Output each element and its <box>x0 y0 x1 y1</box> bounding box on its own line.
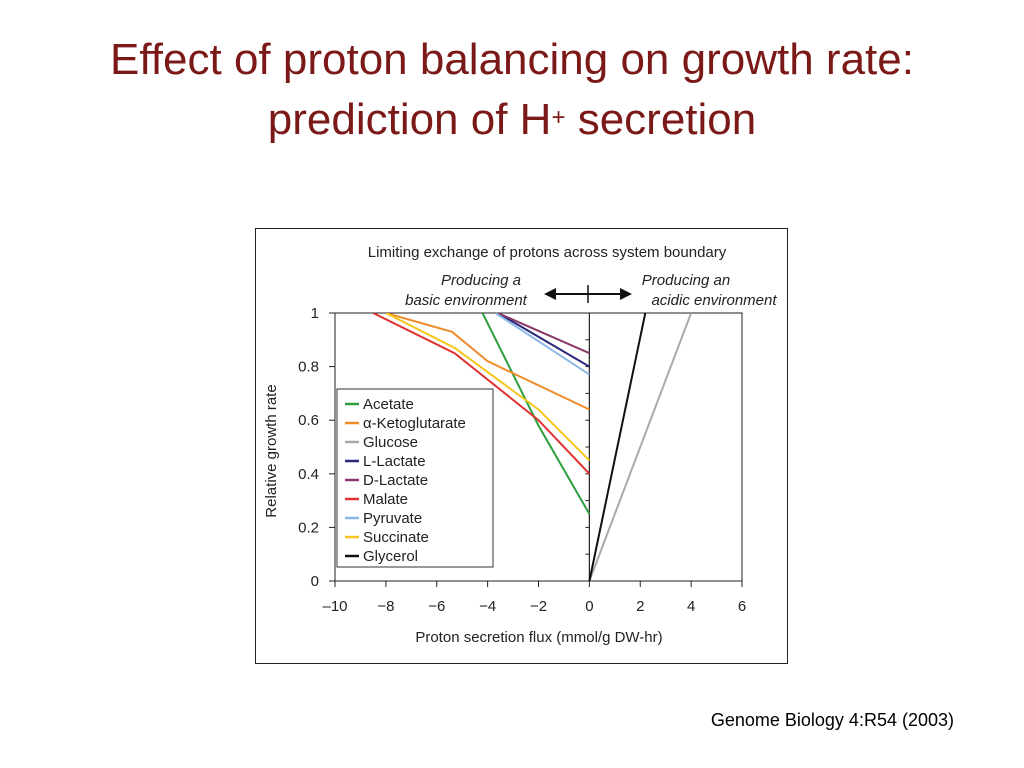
slide-title-superscript: + <box>551 104 566 131</box>
legend-label-pyruvate: Pyruvate <box>363 510 422 527</box>
chart-svg: Limiting exchange of protons across syst… <box>263 244 777 646</box>
x-tick-label: −6 <box>428 598 445 615</box>
legend-label-glycerol: Glycerol <box>363 548 418 565</box>
y-tick-label: 0.6 <box>298 412 319 429</box>
legend-label-l-lactate: L-Lactate <box>363 453 426 470</box>
slide-title-tail: secretion <box>565 95 757 144</box>
series-line-pyruvate <box>494 313 590 376</box>
annotation-left-line2: basic environment <box>405 292 528 309</box>
series-line-glucose <box>588 313 693 581</box>
annotation-right-line2: acidic environment <box>651 292 777 309</box>
x-tick-label: −4 <box>479 598 496 615</box>
y-tick-label: 0.4 <box>298 466 319 483</box>
y-tick-label: 0 <box>311 573 319 590</box>
series-line-d-lactate <box>497 313 590 355</box>
chart-title: Limiting exchange of protons across syst… <box>368 244 727 261</box>
slide-title-main: Effect of proton balancing on growth rat… <box>110 35 914 144</box>
legend-label-acetate: Acetate <box>363 396 414 413</box>
series-line--ketoglutarate <box>385 313 590 411</box>
x-tick-label: 6 <box>738 598 746 615</box>
legend-label-d-lactate: D-Lactate <box>363 472 428 489</box>
x-axis-label: Proton secretion flux (mmol/g DW-hr) <box>415 629 662 646</box>
series-line-glycerol <box>588 313 647 581</box>
x-tick-label: 4 <box>687 598 695 615</box>
legend-label-succinate: Succinate <box>363 529 429 546</box>
series-line-acetate <box>481 313 591 515</box>
x-tick-label: –10 <box>322 598 347 615</box>
legend-label-malate: Malate <box>363 491 408 508</box>
annotation-left-line1: Producing a <box>441 272 521 289</box>
slide-title: Effect of proton balancing on growth rat… <box>40 30 984 150</box>
legend: Acetate α-Ketoglutarate Glucose L-Lactate D-… <box>336 388 494 568</box>
y-axis-label: Relative growth rate <box>263 384 280 517</box>
y-tick-label: 0.2 <box>298 519 319 536</box>
legend-label-glucose: Glucose <box>363 434 418 451</box>
annotation-right-line1: Producing an <box>642 272 730 289</box>
x-tick-label: 2 <box>636 598 644 615</box>
double-arrow-icon <box>544 285 632 303</box>
plot-area: –10 −8 −6 −4 −2 0 2 4 6 0 0.2 0.4 0.6 0.8 1 <box>298 305 746 615</box>
y-tick-label: 0.8 <box>298 359 319 376</box>
x-tick-label: −2 <box>530 598 547 615</box>
x-tick-label: 0 <box>585 598 593 615</box>
x-tick-label: −8 <box>377 598 394 615</box>
citation: Genome Biology 4:R54 (2003) <box>710 710 954 730</box>
series-lines <box>372 313 693 581</box>
series-line-malate <box>372 313 591 475</box>
series-line-l-lactate <box>497 313 590 368</box>
legend-label--ketoglutarate: α-Ketoglutarate <box>363 415 466 432</box>
figure-panel: Limiting exchange of protons across syst… <box>255 228 788 664</box>
series-line-succinate <box>385 313 591 462</box>
y-tick-label: 1 <box>311 305 319 322</box>
